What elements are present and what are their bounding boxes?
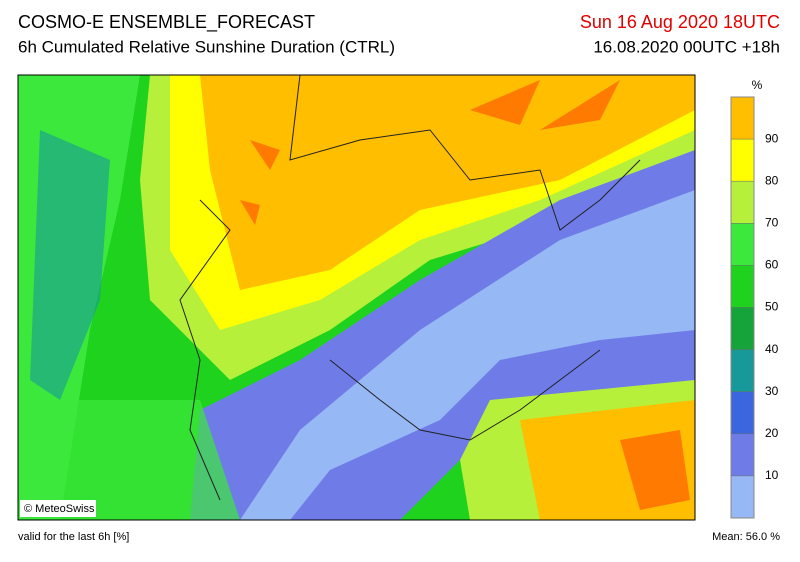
colorbar: % 10 20 30 40 50 60 70 80 90 bbox=[730, 78, 779, 519]
subtitle: 6h Cumulated Relative Sunshine Duration … bbox=[18, 37, 395, 56]
colorbar-label: 50 bbox=[765, 300, 779, 314]
colorbar-segment bbox=[731, 265, 754, 308]
colorbar-segment bbox=[731, 181, 754, 224]
colorbar-label: 90 bbox=[765, 131, 779, 145]
title: COSMO-E ENSEMBLE_FORECAST bbox=[18, 12, 315, 33]
colorbar-segment bbox=[731, 307, 754, 350]
map: © MeteoSwiss bbox=[17, 74, 696, 521]
colorbar-segment bbox=[731, 391, 754, 434]
mean-value: Mean: 56.0 % bbox=[712, 531, 780, 543]
colorbar-label: 30 bbox=[765, 384, 779, 398]
valid-time: Sun 16 Aug 2020 18UTC bbox=[580, 12, 780, 32]
colorbar-label: 10 bbox=[765, 468, 779, 482]
colorbar-label: 20 bbox=[765, 426, 779, 440]
colorbar-label: 80 bbox=[765, 173, 779, 187]
colorbar-segment bbox=[731, 139, 754, 182]
colorbar-segment bbox=[731, 97, 754, 140]
validity-note: valid for the last 6h [%] bbox=[18, 531, 129, 543]
colorbar-label: 70 bbox=[765, 215, 779, 229]
colorbar-label: 60 bbox=[765, 258, 779, 272]
colorbar-segment bbox=[731, 349, 754, 392]
colorbar-segment bbox=[731, 433, 754, 476]
credit: © MeteoSwiss bbox=[24, 503, 95, 515]
colorbar-segment bbox=[731, 223, 754, 266]
colorbar-segment bbox=[731, 475, 754, 518]
colorbar-label: 40 bbox=[765, 342, 779, 356]
colorbar-unit: % bbox=[752, 78, 763, 92]
run-time: 16.08.2020 00UTC +18h bbox=[593, 37, 780, 56]
